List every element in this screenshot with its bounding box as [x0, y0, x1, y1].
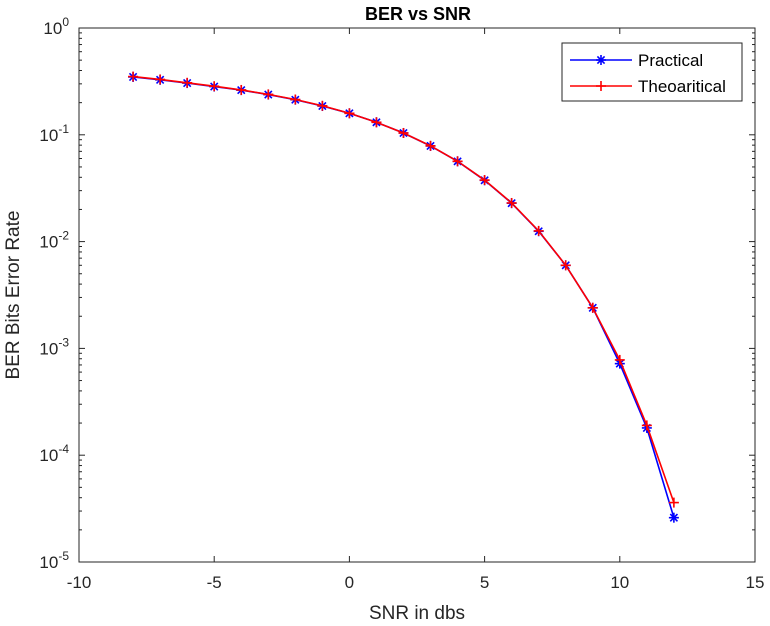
- y-tick-base: 10: [39, 553, 58, 572]
- y-tick-exponent: 0: [62, 15, 69, 29]
- plus-marker: [263, 89, 274, 100]
- plus-marker: [182, 77, 193, 88]
- y-tick-label: 10-2: [39, 229, 69, 252]
- chart-title: BER vs SNR: [365, 4, 471, 24]
- plus-marker: [506, 197, 517, 208]
- plus-marker: [479, 175, 490, 186]
- plus-marker: [452, 156, 463, 167]
- x-tick-label: 5: [480, 573, 489, 592]
- plus-marker: [344, 108, 355, 119]
- x-axis-label: SNR in dbs: [369, 603, 465, 624]
- y-axis-label: BER Bits Error Rate: [3, 211, 24, 380]
- plus-marker: [209, 81, 220, 92]
- asterisk-marker: [596, 55, 606, 65]
- plus-marker: [614, 354, 625, 365]
- plus-marker: [290, 94, 301, 105]
- x-tick-label: -5: [207, 573, 222, 592]
- plus-marker: [668, 497, 679, 508]
- asterisk-marker: [668, 512, 679, 523]
- plus-marker: [560, 260, 571, 271]
- y-tick-exponent: -5: [58, 549, 69, 563]
- y-tick-exponent: -2: [58, 229, 69, 243]
- y-tick-base: 10: [39, 126, 58, 145]
- legend-entry-theoaritical: Theoaritical: [570, 77, 726, 96]
- y-tick-label: 10-3: [39, 335, 69, 358]
- plot-area: [78, 27, 756, 563]
- legend-label: Practical: [638, 51, 703, 70]
- x-tick-label: 0: [345, 573, 354, 592]
- y-tick-label: 10-5: [39, 549, 69, 572]
- plus-marker: [398, 127, 409, 138]
- legend: Practical Theoaritical: [561, 42, 743, 102]
- y-tick-exponent: -1: [58, 122, 69, 136]
- plus-marker: [587, 302, 598, 313]
- y-tick-base: 10: [43, 19, 62, 38]
- y-tick-base: 10: [39, 339, 58, 358]
- plus-marker: [128, 71, 139, 82]
- plus-marker: [155, 74, 166, 85]
- y-tick-label: 10-4: [39, 442, 69, 465]
- y-tick-label: 100: [43, 15, 69, 38]
- plus-marker: [317, 100, 328, 111]
- y-tick-exponent: -4: [58, 442, 69, 456]
- series-theoaritical: [128, 71, 679, 508]
- plus-marker: [371, 117, 382, 128]
- plus-marker: [596, 81, 606, 91]
- series-layer: [128, 71, 679, 523]
- legend-entries: Practical Theoaritical: [570, 51, 726, 96]
- plus-marker: [533, 225, 544, 236]
- y-tick-label: 10-1: [39, 122, 69, 145]
- y-tick-exponent: -3: [58, 335, 69, 349]
- x-tick-label: 15: [746, 573, 765, 592]
- plus-marker: [425, 140, 436, 151]
- plus-marker: [641, 420, 652, 431]
- plus-marker: [236, 84, 247, 95]
- x-tick-label: -10: [67, 573, 92, 592]
- legend-label: Theoaritical: [638, 77, 726, 96]
- x-tick-label: 10: [610, 573, 629, 592]
- x-axis-ticks: -10 -5 0 5 10 15: [67, 28, 765, 592]
- y-tick-base: 10: [39, 233, 58, 252]
- y-tick-base: 10: [39, 446, 58, 465]
- legend-box: [561, 42, 743, 102]
- legend-entry-practical: Practical: [570, 51, 703, 70]
